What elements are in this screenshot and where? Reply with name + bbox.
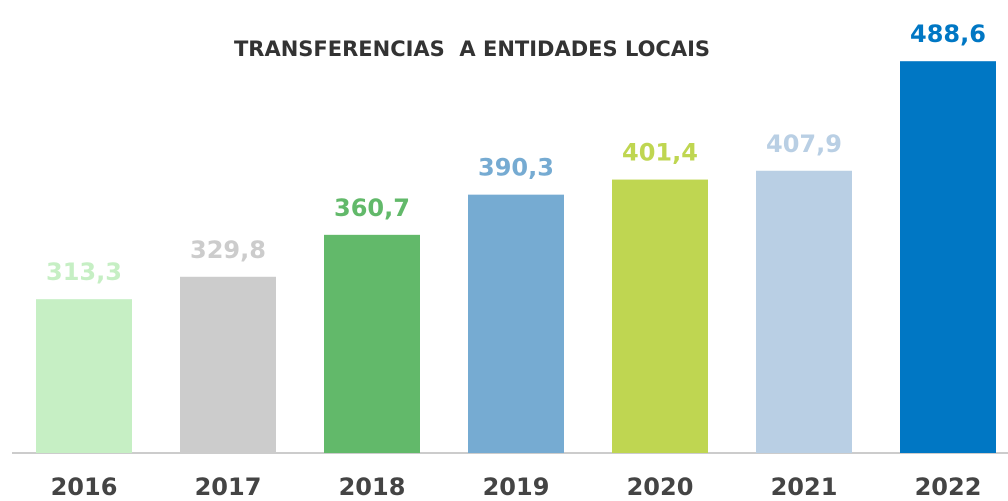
bar (756, 170, 852, 453)
data-label: 390,3 (478, 154, 554, 182)
x-tick-label: 2020 (627, 473, 694, 501)
data-label: 401,4 (622, 139, 698, 167)
x-tick-label: 2019 (483, 473, 550, 501)
data-label: 407,9 (766, 130, 842, 158)
x-tick-label: 2021 (771, 473, 838, 501)
bar (36, 299, 132, 453)
chart-title: TRANSFERENCIAS A ENTIDADES LOCAIS (234, 37, 710, 61)
data-label: 313,3 (46, 258, 122, 286)
bar (468, 194, 564, 454)
x-tick-label: 2022 (915, 473, 982, 501)
bar (180, 276, 276, 453)
bar (324, 234, 420, 453)
x-tick-label: 2016 (51, 473, 118, 501)
bar (612, 179, 708, 454)
data-label: 360,7 (334, 194, 410, 222)
data-label: 329,8 (190, 236, 266, 264)
x-tick-label: 2017 (195, 473, 262, 501)
bar (900, 61, 996, 453)
x-tick-label: 2018 (339, 473, 406, 501)
data-label: 488,6 (910, 20, 986, 48)
